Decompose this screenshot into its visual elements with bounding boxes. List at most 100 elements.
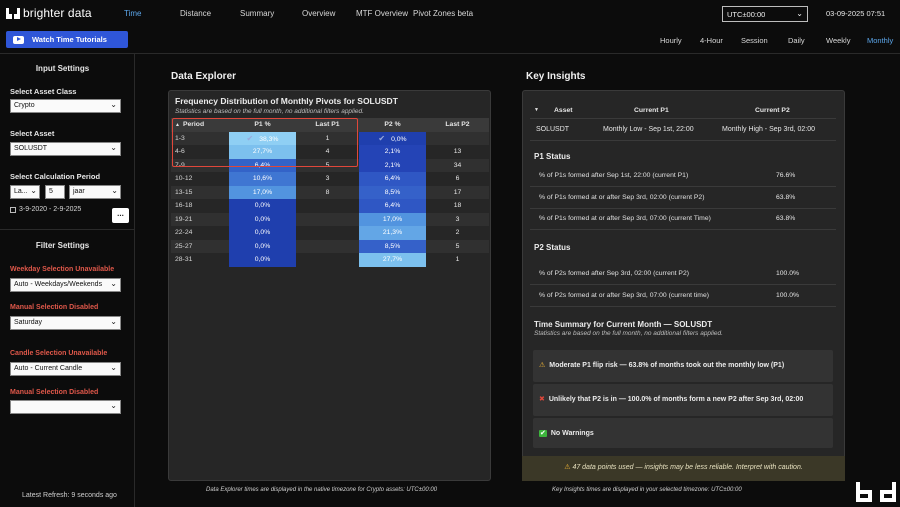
cell-value: 0,0%	[391, 135, 407, 143]
column-header-asset: Asset	[554, 107, 573, 114]
chevron-down-icon: ⌄	[110, 100, 117, 109]
nav-tab-mtf-overview[interactable]: MTF Overview	[356, 9, 408, 18]
last-p2-cell: 2	[426, 226, 489, 240]
watch-tutorials-button[interactable]: Watch Time Tutorials	[6, 31, 128, 48]
cell-value: 8,5%	[384, 188, 401, 196]
manual-day-select[interactable]: Saturday ⌄	[10, 316, 121, 330]
cell-value: 8	[325, 188, 330, 196]
chevron-down-icon: ⌄	[111, 186, 118, 195]
p1-percent-cell: 10,6%	[229, 172, 296, 186]
brand-logo[interactable]: brighter data	[6, 6, 92, 20]
cell-value: 13	[453, 148, 462, 156]
period-cell: 19-21	[171, 212, 229, 226]
cell-value: 34	[453, 161, 462, 169]
chevron-down-icon: ⌄	[110, 279, 117, 288]
insight-no-warnings: ✔ No Warnings	[533, 418, 833, 448]
nav-tab-summary[interactable]: Summary	[240, 9, 275, 18]
frequency-subtitle: Statistics are based on the full month, …	[175, 108, 364, 115]
column-header-last-p2[interactable]: Last P2	[426, 118, 489, 132]
p2-percent-cell: 17,0%	[359, 212, 426, 226]
weekday-selection-label: Weekday Selection Unavailable	[10, 266, 115, 273]
p2-percent-cell: 21,3%	[359, 226, 426, 240]
calc-period-select[interactable]: jaar ⌄	[69, 185, 121, 199]
timeframe-hourly[interactable]: Hourly	[660, 36, 682, 45]
manual-selection-label: Manual Selection Disabled	[10, 304, 99, 311]
watch-tutorials-label: Watch Time Tutorials	[32, 35, 107, 44]
calc-unit-select[interactable]: La... ⌄	[10, 185, 40, 199]
cell-value: 5	[325, 161, 330, 169]
candle-select[interactable]: Auto - Current Candle ⌄	[10, 362, 121, 376]
time-summary-title: Time Summary for Current Month — SOLUSDT	[534, 320, 713, 329]
table-row: 19-21 0,0% 17,0% 3	[171, 212, 489, 226]
column-header-current-p2: Current P2	[755, 107, 790, 114]
table-row: 7-9 6,4% 5 2,1% 34	[171, 158, 489, 172]
cell-value: 28-31	[175, 256, 193, 264]
cell-value: 10,6%	[252, 175, 273, 183]
cell-value: 4-6	[175, 148, 185, 156]
period-cell: 22-24	[171, 226, 229, 240]
more-options-button[interactable]: ...	[112, 208, 129, 223]
nav-tab-overview[interactable]: Overview	[302, 9, 336, 18]
column-header-p1[interactable]: P1 %	[229, 118, 296, 132]
p1-percent-cell: 0,0%	[229, 212, 296, 226]
timeframe-weekly[interactable]: Weekly	[826, 36, 851, 45]
asset-class-label: Select Asset Class	[10, 87, 77, 96]
table-row: 16-18 0,0% 6,4% 18	[171, 199, 489, 213]
timeframe-session[interactable]: Session	[741, 36, 768, 45]
timezone-select[interactable]: UTC±00:00 ⌄	[722, 6, 808, 22]
asset-class-select[interactable]: Crypto ⌄	[10, 99, 121, 113]
p1-percent-cell: 17,0%	[229, 185, 296, 199]
cell-value: 13-15	[175, 188, 193, 196]
chevron-down-icon: ⌄	[796, 9, 803, 18]
manual-candle-select[interactable]: ⌄	[10, 400, 121, 414]
timezone-value: UTC±00:00	[727, 10, 766, 19]
cell-value: 8,5%	[384, 242, 401, 250]
column-header-period[interactable]: ▲ Period	[171, 118, 229, 132]
weekday-value: Auto - Weekdays/Weekends	[14, 281, 103, 288]
p2-percent-cell: 8,5%	[359, 185, 426, 199]
p1-percent-cell: 27,7%	[229, 145, 296, 159]
checkmark-icon: ✔	[539, 430, 547, 437]
chevron-down-icon: ⌄	[110, 363, 117, 372]
calc-number-input[interactable]: 5	[45, 185, 65, 199]
timeframe-monthly[interactable]: Monthly	[867, 36, 894, 45]
p2-status-title: P2 Status	[534, 243, 571, 252]
p2-percent-cell: 6,4%	[359, 172, 426, 186]
cell-value: 0,0%	[254, 202, 271, 210]
candle-selection-label: Candle Selection Unavailable	[10, 350, 108, 357]
table-row: 22-24 0,0% 21,3% 2	[171, 226, 489, 240]
nav-tab-time[interactable]: Time	[124, 9, 142, 18]
nav-tab-pivot-zones[interactable]: Pivot Zones beta	[413, 9, 474, 18]
warning-text: 47 data points used — insights may be le…	[572, 464, 803, 471]
input-settings-title: Input Settings	[35, 64, 90, 73]
timeframe-daily[interactable]: Daily	[788, 36, 805, 45]
insight-text: No Warnings	[550, 430, 594, 437]
column-header-p2[interactable]: P2 %	[359, 118, 426, 132]
cell-value: 6,4%	[384, 202, 401, 210]
p1-percent-cell: 0,0%	[229, 239, 296, 253]
p2-percent-cell: ✔ 0,0%	[359, 131, 426, 145]
stat-value: 63.8%	[776, 215, 796, 222]
manual-candle-label: Manual Selection Disabled	[10, 389, 99, 396]
cell-value: 0,0%	[254, 242, 271, 250]
nav-tab-distance[interactable]: Distance	[180, 9, 212, 18]
p2-percent-cell: 2,1%	[359, 145, 426, 159]
data-explorer-heading: Data Explorer	[171, 71, 237, 82]
last-p2-cell	[426, 131, 489, 145]
cell-value: 5	[455, 242, 460, 250]
stat-value: 100.0%	[776, 292, 800, 299]
weekday-select[interactable]: Auto - Weekdays/Weekends ⌄	[10, 278, 121, 292]
cell-value: 17,0%	[252, 188, 273, 196]
p2-percent-cell: 6,4%	[359, 199, 426, 213]
p2-stat-row: % of P2s formed at or after Sep 3rd, 07:…	[530, 285, 836, 307]
column-header-last-p1[interactable]: Last P1	[296, 118, 359, 132]
p2-percent-cell: 27,7%	[359, 253, 426, 267]
cell-value: 4	[325, 148, 330, 156]
period-cell: 10-12	[171, 172, 229, 186]
asset-select[interactable]: SOLUSDT ⌄	[10, 142, 121, 156]
timeframe-4-hour[interactable]: 4-Hour	[700, 36, 723, 45]
last-p1-cell: 1	[296, 131, 359, 145]
last-p1-cell: 4	[296, 145, 359, 159]
cell-value: 3	[325, 175, 330, 183]
insights-footnote: Key Insights times are displayed in your…	[552, 487, 742, 493]
